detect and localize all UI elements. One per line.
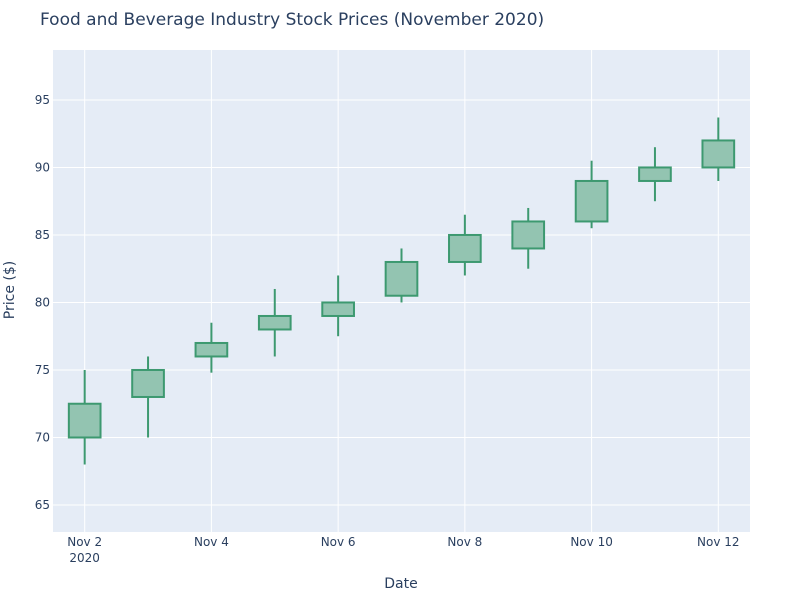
chart-title: Food and Beverage Industry Stock Prices … <box>40 10 544 30</box>
candle-body <box>384 260 419 297</box>
y-tick-label: 90 <box>35 160 50 174</box>
candle-body <box>67 402 102 439</box>
y-tick-label: 95 <box>35 93 50 107</box>
candle <box>448 214 482 276</box>
candle <box>638 147 672 202</box>
candles <box>67 117 736 465</box>
y-tick-label: 75 <box>35 363 50 377</box>
candle-body <box>257 314 292 331</box>
y-axis-title: Price ($) <box>2 261 18 319</box>
x-axis-title: Date <box>384 576 417 592</box>
x-tick-label: Nov 10 <box>570 535 613 549</box>
y-axis-ticks: 65 70 75 80 85 90 95 <box>35 93 50 512</box>
candle <box>321 275 355 337</box>
x-tick-label: Nov 8 <box>447 535 482 549</box>
candle-body <box>194 341 229 358</box>
candle <box>511 207 546 269</box>
candle <box>257 288 292 357</box>
y-tick-label: 85 <box>35 228 50 242</box>
x-axis-ticks: Nov 2 2020 Nov 4 Nov 6 Nov 8 Nov 10 Nov 12 <box>67 535 739 565</box>
y-tick-label: 70 <box>35 430 50 444</box>
candle <box>574 160 609 229</box>
candle <box>194 322 229 373</box>
candle-body <box>638 166 672 182</box>
candle-body <box>511 220 546 250</box>
x-tick-sublabel: 2020 <box>69 551 100 565</box>
y-tick-label: 80 <box>35 295 50 309</box>
candle <box>701 117 736 181</box>
x-tick-label: Nov 2 <box>67 535 102 549</box>
x-tick-label: Nov 6 <box>321 535 356 549</box>
candle-body <box>701 139 736 169</box>
candle-body <box>321 301 355 317</box>
candle-body <box>131 368 165 398</box>
x-tick-label: Nov 4 <box>194 535 229 549</box>
candle-body <box>448 233 482 263</box>
candle <box>131 356 165 438</box>
x-tick-label: Nov 12 <box>697 535 740 549</box>
y-tick-label: 65 <box>35 498 50 512</box>
candle-body <box>574 179 609 223</box>
candle <box>384 248 419 303</box>
candle <box>67 369 102 465</box>
